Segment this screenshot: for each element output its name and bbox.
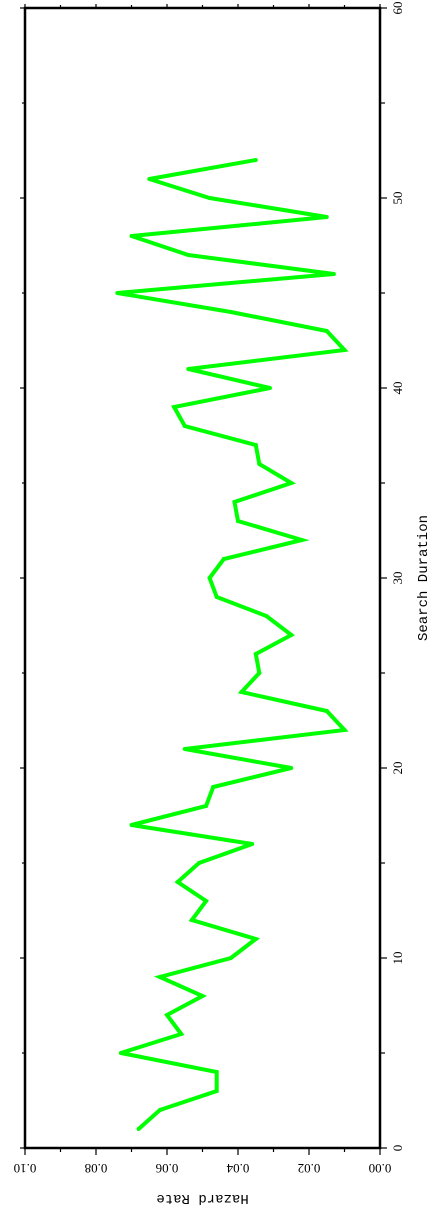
data-point	[257, 462, 262, 466]
data-point	[236, 519, 240, 523]
data-point	[342, 728, 347, 732]
data-point	[129, 234, 134, 238]
x-tick-label: 0	[390, 1145, 405, 1152]
data-point	[324, 215, 329, 219]
data-point	[331, 272, 336, 276]
y-tick-label: 0.00	[369, 1161, 392, 1176]
data-point	[253, 443, 258, 447]
data-point	[324, 709, 329, 713]
data-point	[204, 804, 209, 808]
y-tick-label: 0.10	[14, 1161, 37, 1176]
data-point	[186, 367, 191, 371]
data-point	[289, 766, 294, 770]
data-point	[253, 652, 258, 656]
data-point	[204, 899, 209, 903]
data-point	[175, 880, 180, 884]
x-tick-label: 20	[390, 762, 405, 775]
x-tick-label: 60	[390, 2, 405, 15]
axis-ticks	[20, 4, 387, 1155]
data-point	[189, 918, 194, 922]
data-point	[342, 348, 347, 352]
data-point	[267, 386, 272, 390]
y-tick-label: 0.02	[298, 1161, 321, 1176]
data-point	[232, 500, 237, 504]
data-point	[299, 538, 304, 542]
data-point	[186, 253, 191, 257]
data-point	[182, 424, 187, 428]
data-point	[147, 177, 152, 181]
data-point	[214, 1089, 219, 1093]
data-point	[115, 291, 120, 295]
plot-frame	[23, 6, 382, 1150]
data-point	[289, 481, 294, 485]
data-point	[118, 1051, 123, 1055]
y-axis-title: Hazard Rate	[156, 1190, 248, 1206]
x-tick-label: 30	[390, 572, 405, 585]
data-point	[214, 595, 219, 599]
data-point	[129, 823, 134, 827]
x-tick-label: 40	[390, 382, 405, 395]
data-point	[228, 956, 233, 960]
data-point	[253, 937, 258, 941]
data-point	[179, 1032, 184, 1036]
y-tick-label: 0.06	[155, 1161, 178, 1176]
data-point	[196, 861, 201, 865]
data-point	[157, 975, 162, 979]
data-point	[264, 614, 269, 618]
y-tick-label: 0.04	[226, 1161, 249, 1176]
x-tick-label: 50	[390, 192, 405, 205]
x-axis-title: Search Duration	[416, 515, 432, 641]
data-point	[157, 1108, 162, 1112]
data-point	[207, 576, 212, 580]
data-point	[250, 842, 255, 846]
tick-labels: 0 10 20 30 40 50 60 0.00 0.02 0.04 0.06 0.08 0.10	[14, 2, 405, 1177]
data-point	[200, 994, 205, 998]
data-point	[289, 633, 294, 637]
y-tick-label: 0.08	[85, 1161, 108, 1176]
data-point	[257, 671, 262, 675]
data-point	[207, 196, 212, 200]
data-point	[228, 310, 233, 314]
series-line	[116, 158, 349, 1131]
data-point	[239, 690, 244, 694]
data-point	[165, 1013, 169, 1017]
data-point	[136, 1127, 141, 1131]
data-point	[324, 329, 329, 333]
data-point	[253, 158, 258, 162]
data-point	[214, 1070, 219, 1074]
data-point	[221, 557, 226, 561]
data-point	[172, 405, 177, 409]
data-point	[182, 747, 187, 751]
data-point	[211, 785, 216, 789]
x-tick-label: 10	[390, 952, 405, 965]
series-points	[115, 158, 347, 1131]
